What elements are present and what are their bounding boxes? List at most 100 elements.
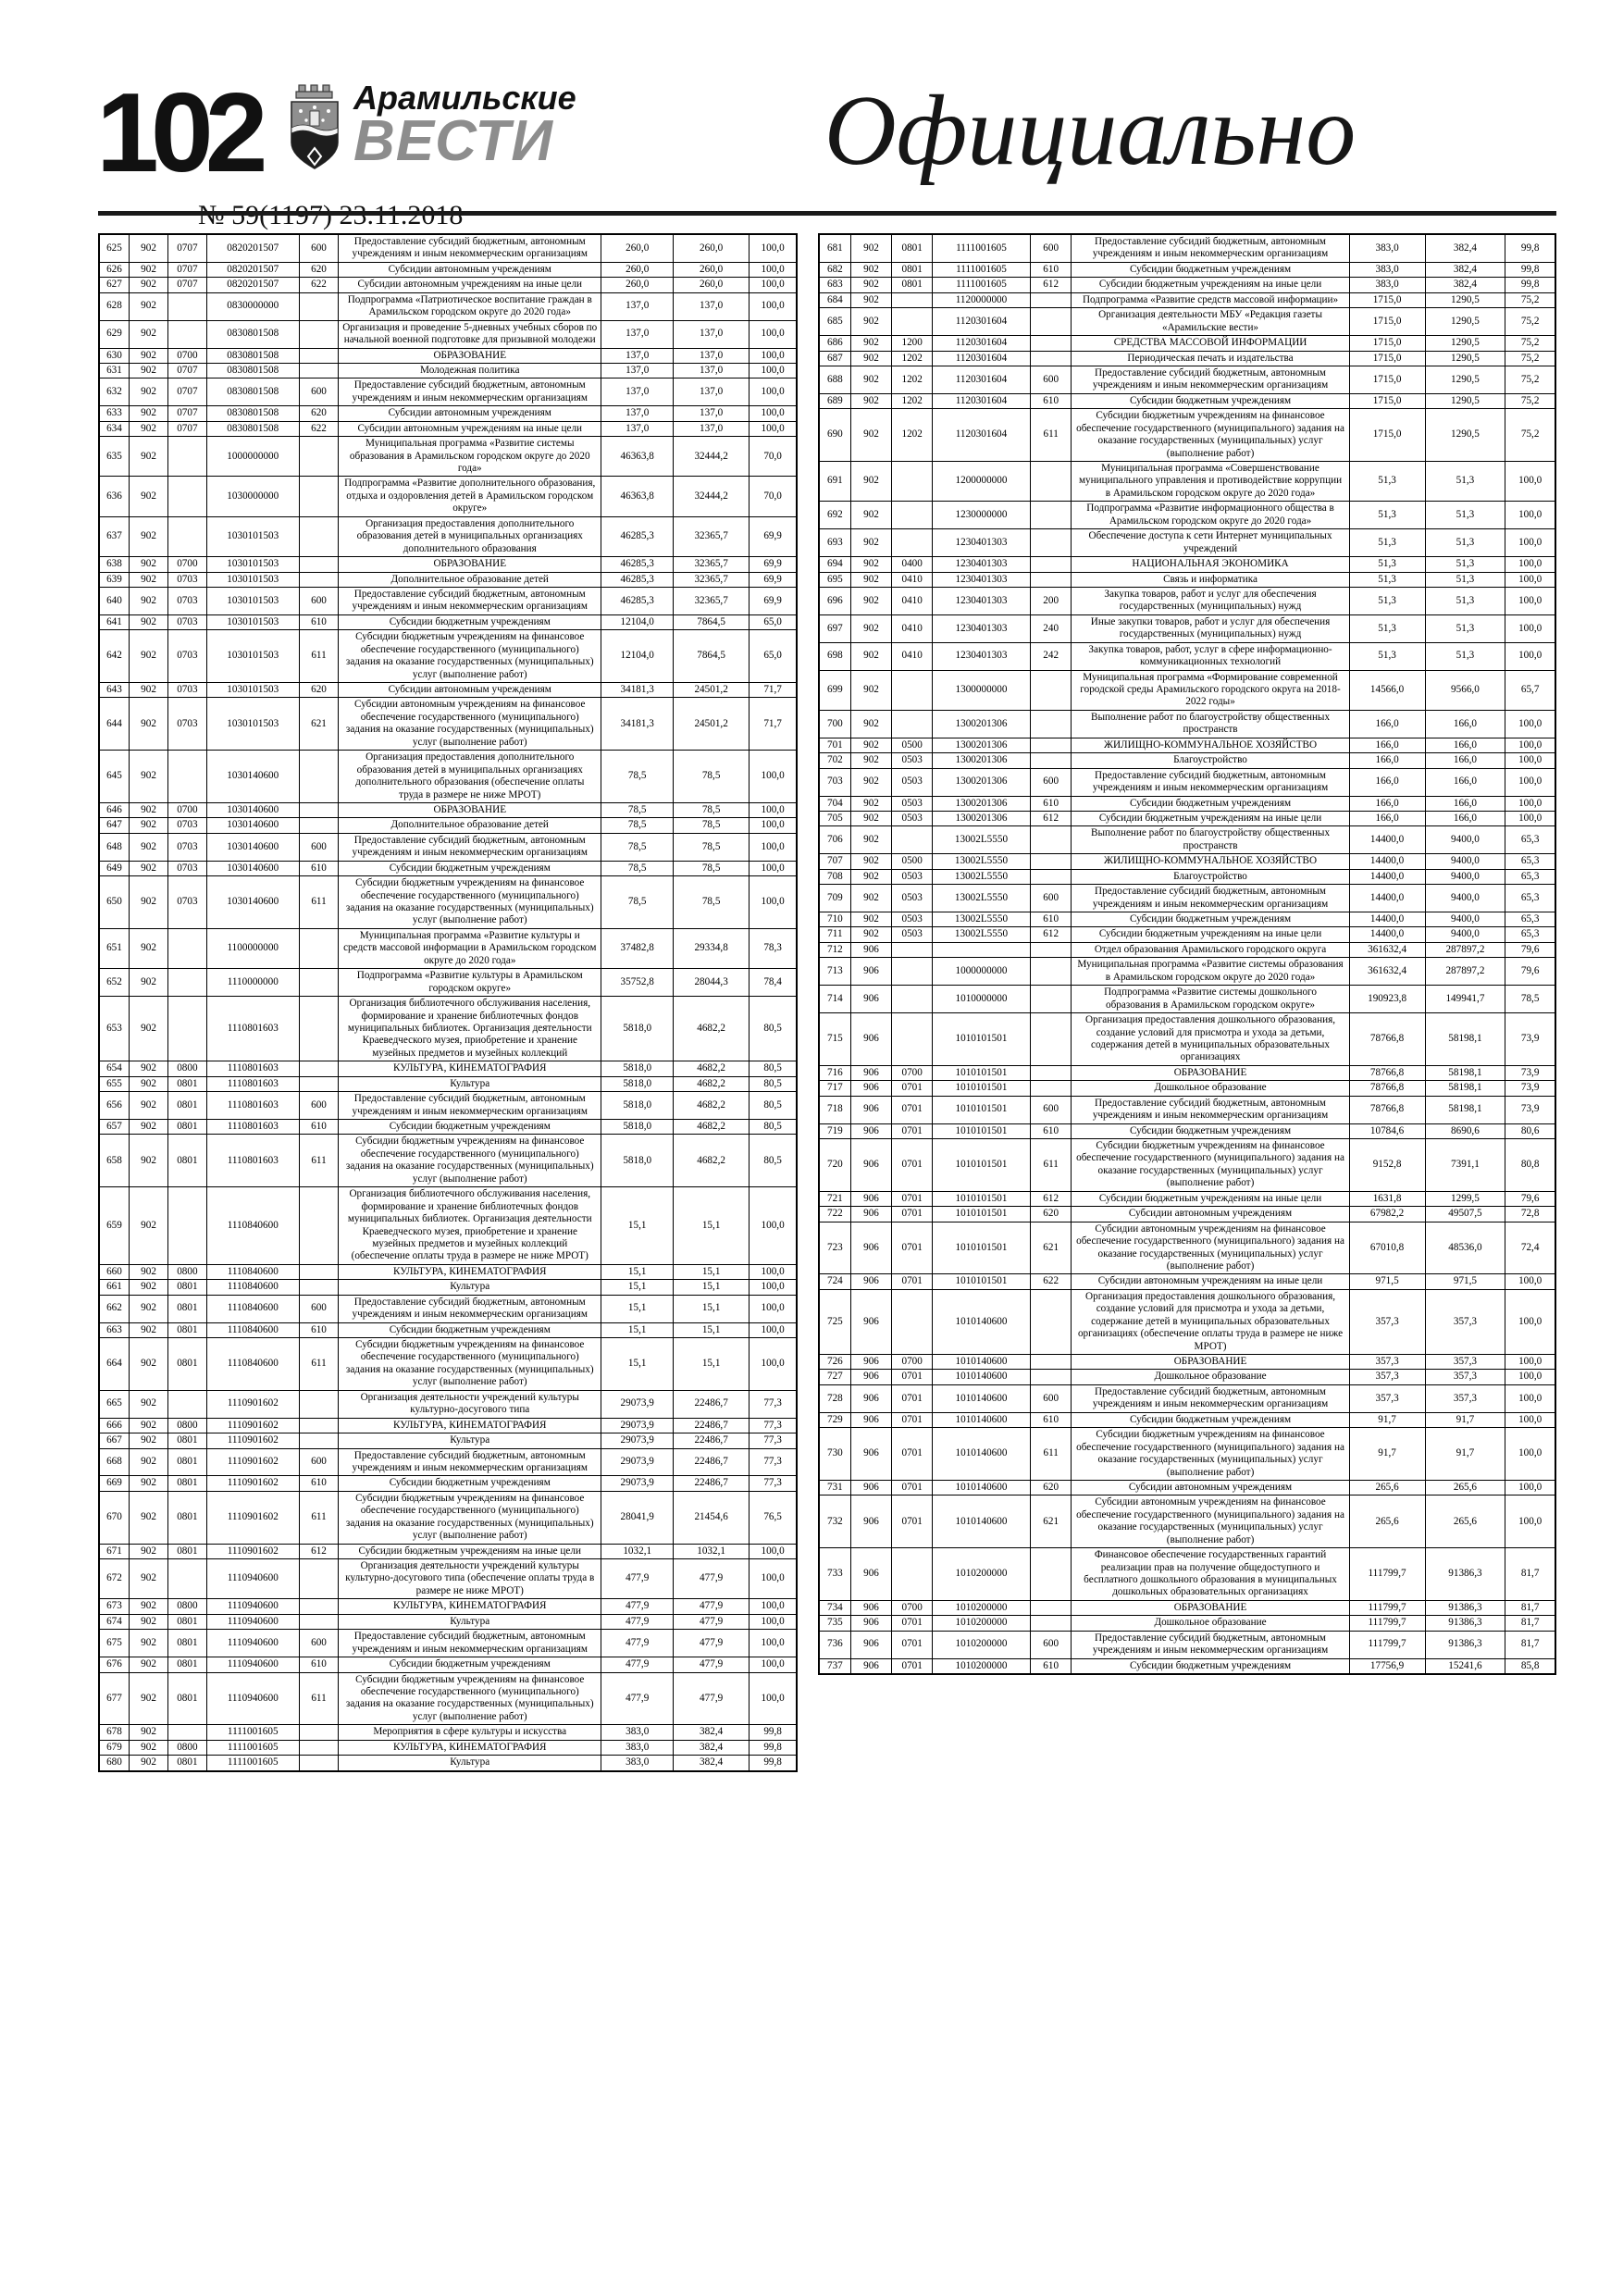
- table-cell: 166,0: [1424, 810, 1506, 827]
- table-cell: 906: [849, 1353, 893, 1371]
- table-cell: 65,3: [1505, 825, 1556, 855]
- table-cell: 902: [849, 926, 893, 943]
- table-cell: 682: [818, 261, 851, 279]
- table-cell: 100,0: [1505, 641, 1556, 671]
- table-cell: 9400,0: [1424, 884, 1506, 912]
- table-row: 670 902 0801 1110901602 611 Субсидии бюджетны…: [98, 1490, 798, 1545]
- table-cell: 1300201306: [932, 737, 1031, 754]
- table-cell: 77,3: [749, 1417, 798, 1434]
- table-cell: 902: [128, 1475, 169, 1492]
- table-cell: Предоставление субсидий бюджетным, автон…: [1071, 884, 1350, 912]
- table-cell: Субсидии бюджетным учреждениям на финанс…: [338, 629, 602, 683]
- table-cell: [298, 1755, 340, 1772]
- table-cell: 1110940600: [205, 1613, 300, 1631]
- table-cell: 902: [128, 801, 169, 819]
- table-cell: [1029, 985, 1072, 1014]
- table-cell: ЖИЛИЩНО-КОММУНАЛЬНОЕ ХОЗЯЙСТВО: [1071, 853, 1350, 870]
- table-cell: 1120301604: [932, 350, 1031, 366]
- table-cell: 640: [98, 586, 130, 615]
- table-cell: 717: [818, 1080, 851, 1097]
- table-cell: 612: [1029, 1190, 1072, 1208]
- table-cell: Организация предоставления дополнительно…: [338, 515, 602, 558]
- table-cell: 690: [818, 408, 851, 462]
- table-cell: [167, 996, 207, 1062]
- table-cell: 707: [818, 853, 851, 870]
- table-cell: 1290,5: [1424, 335, 1506, 352]
- table-cell: 265,6: [1348, 1495, 1426, 1549]
- table-cell: 651: [98, 927, 130, 970]
- table-cell: 906: [849, 1384, 893, 1413]
- table-row: 733 906 1010200000 Финансовое обеспечение г…: [818, 1547, 1556, 1601]
- table-row: 659 902 1110840600 Организация библиотечног…: [98, 1186, 798, 1265]
- table-cell: [1029, 737, 1072, 754]
- table-row: 714 906 1010000000 Подпрограмма «Развитие с…: [818, 985, 1556, 1014]
- table-cell: 655: [98, 1075, 130, 1093]
- table-cell: 100,0: [1505, 1273, 1556, 1290]
- table-cell: 902: [128, 1657, 169, 1673]
- table-cell: 477,9: [601, 1629, 675, 1658]
- table-cell: 1110940600: [205, 1657, 300, 1673]
- table-cell: 600: [298, 832, 340, 862]
- table-cell: 15,1: [673, 1294, 750, 1323]
- table-cell: 1000000000: [932, 957, 1031, 987]
- table-cell: 902: [128, 681, 169, 699]
- table-cell: 15,1: [673, 1337, 750, 1391]
- table-cell: [298, 476, 340, 517]
- table-row: 644 902 0703 1030101503 621 Субсидии автономн…: [98, 697, 798, 751]
- table-cell: Подпрограмма «Развитие дополнительного о…: [338, 476, 602, 517]
- table-cell: 4682,2: [673, 1134, 750, 1188]
- table-cell: 65,3: [1505, 853, 1556, 870]
- table-cell: Связь и информатика: [1071, 571, 1350, 588]
- table-cell: 902: [128, 586, 169, 615]
- table-cell: [1029, 571, 1072, 588]
- table-row: 692 902 1230000000 Подпрограмма «Развитие и…: [818, 501, 1556, 530]
- table-cell: 906: [849, 1599, 893, 1617]
- table-row: 635 902 1000000000 Муниципальная программа …: [98, 436, 798, 478]
- table-cell: Мероприятия в сфере культуры и искусства: [338, 1724, 602, 1741]
- table-cell: 610: [1029, 1411, 1072, 1429]
- table-cell: 0503: [891, 767, 934, 797]
- table-cell: 91,7: [1424, 1427, 1506, 1481]
- table-cell: 4682,2: [673, 996, 750, 1062]
- table-cell: 81,7: [1505, 1630, 1556, 1659]
- table-cell: 22486,7: [673, 1447, 750, 1477]
- table-cell: 5818,0: [601, 996, 675, 1062]
- table-cell: 14400,0: [1348, 853, 1426, 870]
- table-cell: Субсидии бюджетным учреждениям на иные ц…: [1071, 810, 1350, 827]
- table-cell: 632: [98, 378, 130, 407]
- table-cell: 166,0: [1424, 767, 1506, 797]
- table-cell: 100,0: [749, 1558, 798, 1600]
- table-cell: 149941,7: [1424, 985, 1506, 1014]
- table-cell: 15,1: [601, 1337, 675, 1391]
- table-cell: 670: [98, 1490, 130, 1545]
- table-cell: 902: [128, 968, 169, 998]
- table-cell: 137,0: [601, 292, 675, 321]
- table-cell: 681: [818, 233, 851, 263]
- table-cell: ОБРАЗОВАНИЕ: [1071, 1353, 1350, 1371]
- table-cell: [1029, 868, 1072, 886]
- table-cell: 166,0: [1348, 767, 1426, 797]
- table-cell: 51,3: [1348, 528, 1426, 558]
- table-cell: 69,9: [749, 556, 798, 573]
- table-cell: 71,7: [749, 681, 798, 699]
- table-cell: 46363,8: [601, 436, 675, 478]
- table-cell: 81,7: [1505, 1547, 1556, 1601]
- table-cell: 51,3: [1424, 641, 1506, 671]
- table-cell: 0701: [891, 1190, 934, 1208]
- table-cell: 77,3: [749, 1433, 798, 1449]
- table-cell: 69,9: [749, 586, 798, 615]
- table-cell: 696: [818, 586, 851, 615]
- table-cell: 611: [1029, 1138, 1072, 1192]
- table-cell: Дополнительное образование детей: [338, 817, 602, 834]
- section-title: Официально: [824, 76, 1357, 186]
- table-row: 718 906 0701 1010101501 600 Предоставление су…: [818, 1095, 1556, 1124]
- table-cell: 1030101503: [205, 614, 300, 631]
- table-cell: 688: [818, 365, 851, 394]
- table-cell: [1029, 1064, 1072, 1082]
- table-cell: 29073,9: [601, 1447, 675, 1477]
- table-cell: [298, 1061, 340, 1077]
- table-cell: 1111001605: [932, 233, 1031, 263]
- table-cell: 0801: [167, 1279, 207, 1296]
- table-cell: 1030101503: [205, 586, 300, 615]
- table-cell: 100,0: [749, 319, 798, 349]
